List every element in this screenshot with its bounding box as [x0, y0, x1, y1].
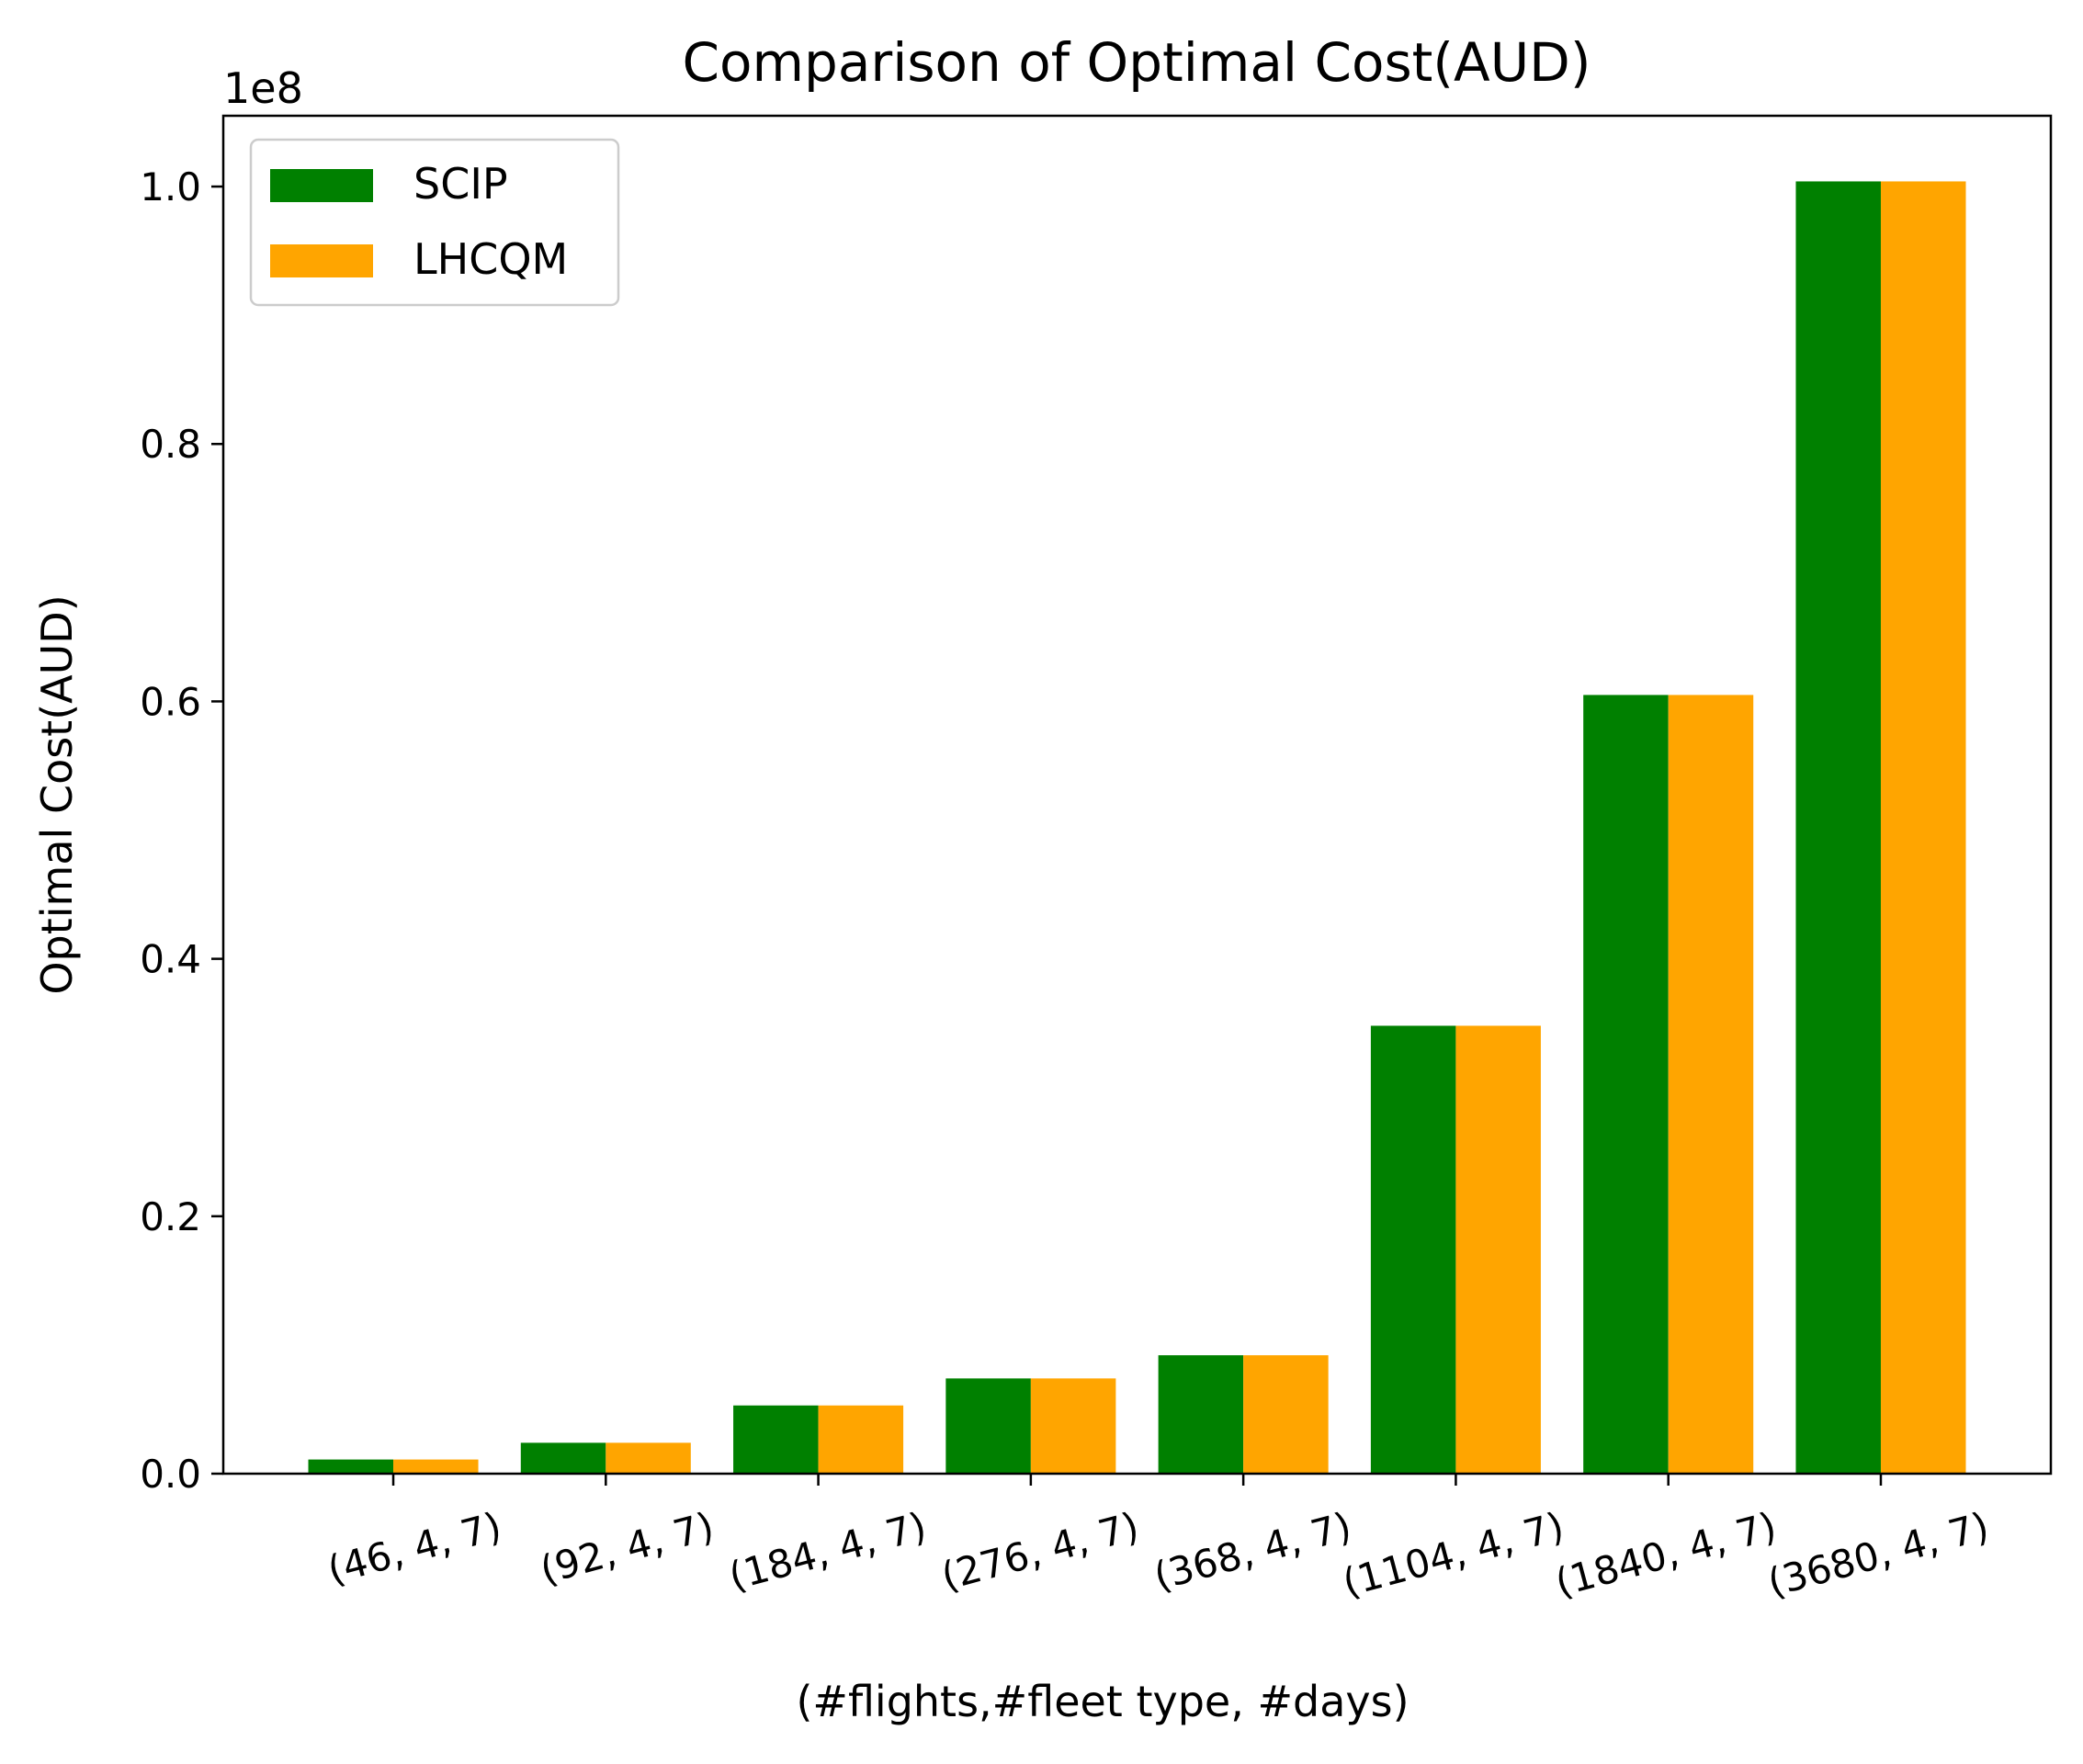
y-axis-label: Optimal Cost(AUD) — [32, 594, 82, 994]
axes-layer — [221, 114, 2053, 1476]
y-tick-label-3: 0.6 — [140, 679, 201, 724]
x-tick-label-6: (1840, 4, 7) — [1550, 1503, 1781, 1605]
bar-lhcqm-7 — [1880, 181, 1966, 1474]
y-tick-label-2: 0.4 — [140, 937, 201, 982]
y-tick-label-5: 1.0 — [140, 164, 201, 209]
bar-scip-3 — [945, 1378, 1031, 1474]
y-axis-offset-label: 1e8 — [223, 63, 303, 113]
bar-lhcqm-2 — [818, 1405, 904, 1474]
bar-lhcqm-0 — [393, 1459, 479, 1474]
x-tick-label-7: (3680, 4, 7) — [1763, 1503, 1994, 1605]
bar-lhcqm-3 — [1030, 1378, 1116, 1474]
bar-lhcqm-5 — [1455, 1025, 1541, 1474]
bar-lhcqm-6 — [1668, 695, 1754, 1474]
legend-label-scip: SCIP — [413, 159, 508, 209]
x-tick-label-4: (368, 4, 7) — [1149, 1503, 1356, 1599]
x-tick-label-0: (46, 4, 7) — [323, 1503, 505, 1592]
bar-scip-4 — [1158, 1355, 1244, 1474]
y-tick-label-4: 0.8 — [140, 422, 201, 467]
x-tick-label-2: (184, 4, 7) — [724, 1503, 931, 1599]
bar-scip-1 — [520, 1442, 606, 1474]
chart-title: Comparison of Optimal Cost(AUD) — [683, 31, 1591, 94]
x-tick-label-3: (276, 4, 7) — [936, 1503, 1143, 1599]
bars-layer — [308, 181, 1966, 1474]
bar-scip-6 — [1583, 695, 1669, 1474]
x-tick-label-5: (1104, 4, 7) — [1338, 1503, 1568, 1605]
bar-lhcqm-1 — [606, 1442, 691, 1474]
bar-lhcqm-4 — [1243, 1355, 1329, 1474]
x-ticks: (46, 4, 7) (92, 4, 7) (184, 4, 7) (276, 4, … — [323, 1474, 1994, 1605]
bar-scip-0 — [308, 1459, 394, 1474]
x-axis-label: (#flights,#fleet type, #days) — [796, 1677, 1409, 1726]
x-tick-label-1: (92, 4, 7) — [536, 1503, 719, 1592]
y-tick-label-1: 0.2 — [140, 1194, 201, 1239]
bar-scip-5 — [1370, 1025, 1456, 1474]
legend-swatch-lhcqm — [270, 244, 373, 277]
legend: SCIP LHCQM — [249, 138, 620, 307]
y-ticks: 0.0 0.2 0.4 0.6 0.8 1.0 — [140, 164, 223, 1497]
y-tick-label-0: 0.0 — [140, 1452, 201, 1497]
legend-label-lhcqm: LHCQM — [413, 234, 568, 284]
bar-scip-2 — [733, 1405, 819, 1474]
plot-frame — [221, 114, 2053, 1476]
bar-scip-7 — [1795, 181, 1881, 1474]
legend-swatch-scip — [270, 169, 373, 202]
